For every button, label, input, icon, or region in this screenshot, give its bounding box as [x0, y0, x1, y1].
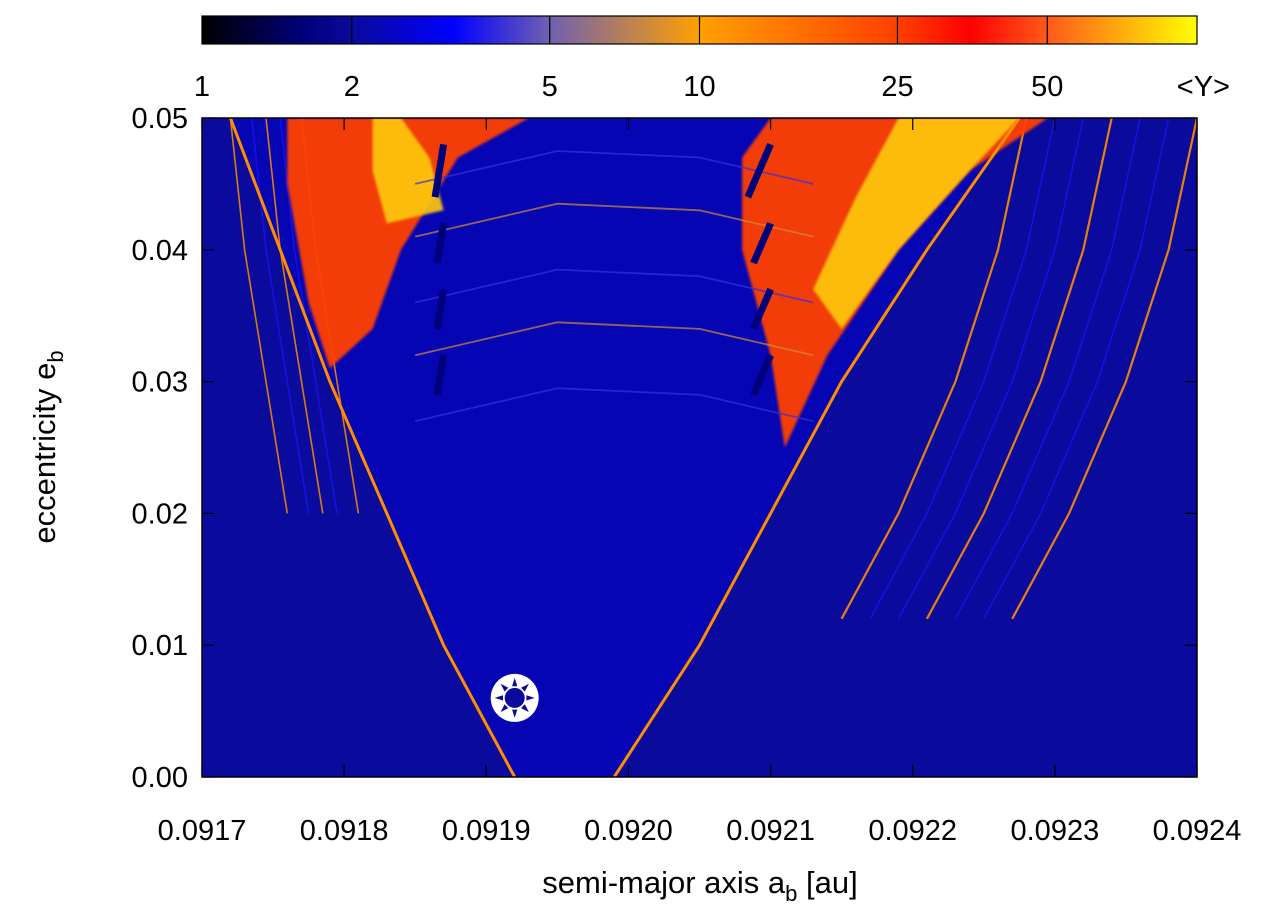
resonance-strip: [433, 288, 448, 330]
colorbar-ticks: 1 2 5 10 25 50: [194, 16, 1063, 103]
marker-ray: [526, 695, 535, 701]
x-axis-title-main: semi-major axis a: [542, 865, 786, 900]
resonance-strip: [744, 143, 774, 199]
fan-line-right: [1011, 118, 1197, 620]
fan-line-right: [983, 118, 1170, 620]
y-tick-label: 0.04: [132, 235, 188, 267]
resonance-strip: [433, 354, 448, 396]
x-axis-ticks: 0.0917 0.0918 0.0919 0.0920 0.0921 0.0922 0.09…: [158, 118, 1242, 847]
y-tick-label: 0.00: [132, 762, 188, 794]
x-tick-label: 0.0920: [584, 815, 673, 847]
interior-band: [414, 387, 814, 422]
y-tick-label: 0.01: [132, 630, 188, 662]
x-tick-label: 0.0922: [868, 815, 957, 847]
colorbar-label: <Y>: [1177, 71, 1230, 103]
colorbar-tick-label: 1: [194, 71, 210, 103]
marker-ray: [521, 704, 529, 713]
marker-ray: [521, 683, 529, 692]
x-tick-label: 0.0919: [442, 815, 531, 847]
colorbar-tick-label: 10: [683, 71, 715, 103]
fan-line-left: [229, 118, 289, 514]
x-tick-label: 0.0917: [158, 815, 247, 847]
plot-area: [202, 118, 1197, 777]
fan-line-right: [925, 118, 1113, 620]
x-axis-title: semi-major axis ab [au]: [542, 865, 857, 906]
y-axis-title-sub: b: [43, 350, 68, 362]
colorbar-tick-label: 50: [1031, 71, 1063, 103]
y-tick-label: 0.02: [132, 498, 188, 530]
y-tick-label: 0.05: [132, 103, 188, 135]
interior-band: [414, 321, 814, 357]
y-axis-title-main: eccentricity e: [27, 363, 62, 544]
sun-symbol-icon: [490, 673, 539, 722]
chaotic-zone-right: [742, 118, 1048, 448]
fan-line-right: [954, 118, 1141, 620]
chaotic-core: [372, 118, 444, 224]
marker-ray: [500, 683, 509, 692]
marker-core: [504, 687, 525, 708]
resonance-strip: [750, 353, 774, 397]
fan-line-left: [265, 118, 324, 514]
chaotic-zone-left: [287, 118, 529, 369]
resonance-strip: [750, 287, 774, 331]
colorbar-tick-label: 5: [542, 71, 558, 103]
x-axis-title-unit: [au]: [797, 865, 857, 900]
interior-band: [414, 202, 814, 238]
colorbar-tick-label: 2: [344, 71, 360, 103]
chaotic-core: [813, 118, 1020, 329]
map-features: [228, 118, 1197, 777]
marker-ray: [500, 704, 509, 713]
x-tick-label: 0.0921: [726, 815, 815, 847]
marker-ray: [512, 677, 518, 687]
x-axis-title-sub: b: [785, 881, 797, 906]
marker-ray: [494, 695, 503, 701]
fan-line-right: [840, 118, 1028, 620]
fan-line-left: [250, 118, 310, 514]
resonance-strip: [750, 222, 774, 265]
separatrix-left: [228, 118, 517, 777]
y-tick-label: 0.03: [132, 367, 188, 399]
fan-line-right: [897, 118, 1084, 620]
y-axis-title: eccentricity eb: [27, 350, 68, 543]
x-tick-label: 0.0924: [1153, 815, 1242, 847]
resonance-strip: [431, 143, 448, 198]
x-tick-label: 0.0918: [300, 815, 389, 847]
plot-frame: [201, 117, 1198, 778]
colorbar: 1 2 5 10 25 50 <Y>: [194, 15, 1230, 103]
resonance-strip: [433, 222, 448, 264]
x-tick-label: 0.0923: [1011, 815, 1100, 847]
interior-band: [414, 268, 814, 304]
colorbar-tick-label: 25: [881, 71, 913, 103]
fan-line-right: [869, 118, 1056, 620]
separatrix-right: [612, 118, 1021, 777]
marker-ray: [512, 709, 518, 718]
y-axis-ticks: 0.00 0.01 0.02 0.03 0.04 0.05: [132, 103, 1197, 794]
